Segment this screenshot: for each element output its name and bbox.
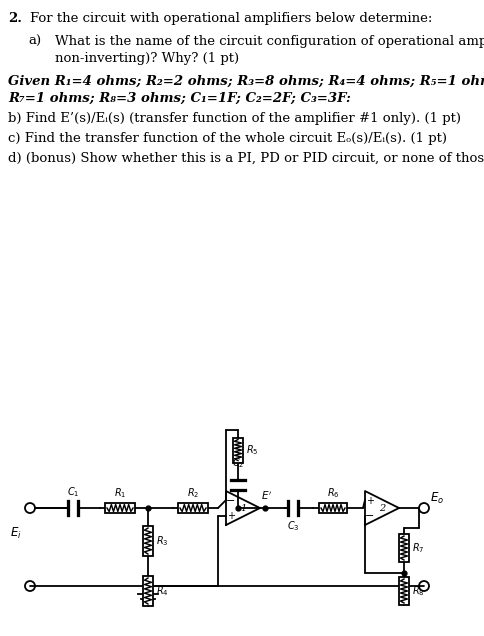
- Text: 2: 2: [379, 504, 385, 513]
- Text: Given R₁=4 ohms; R₂=2 ohms; R₃=8 ohms; R₄=4 ohms; R₅=1 ohms; R₆=2 ohms;: Given R₁=4 ohms; R₂=2 ohms; R₃=8 ohms; R…: [8, 75, 484, 88]
- Text: +: +: [227, 511, 235, 520]
- Text: $R_4$: $R_4$: [156, 584, 168, 598]
- Text: $C_2$: $C_2$: [232, 456, 244, 470]
- Bar: [233, 438, 243, 462]
- Text: $C_3$: $C_3$: [287, 519, 299, 533]
- Text: −: −: [365, 511, 375, 520]
- Bar: [319, 503, 347, 513]
- Text: $R_7$: $R_7$: [412, 541, 424, 555]
- Text: $R_3$: $R_3$: [156, 534, 168, 548]
- Text: $E_i$: $E_i$: [10, 525, 22, 541]
- Text: $R_2$: $R_2$: [187, 486, 199, 500]
- Text: non-inverting)? Why? (1 pt): non-inverting)? Why? (1 pt): [55, 52, 239, 65]
- Text: +: +: [366, 495, 374, 506]
- Text: a): a): [28, 35, 41, 48]
- Text: $C_1$: $C_1$: [67, 485, 79, 499]
- Bar: [143, 576, 153, 606]
- Text: b) Find E’(s)/Eᵢ(s) (transfer function of the amplifier #1 only). (1 pt): b) Find E’(s)/Eᵢ(s) (transfer function o…: [8, 112, 461, 125]
- Bar: [399, 577, 409, 605]
- Text: d) (bonus) Show whether this is a PI, PD or PID circuit, or none of those. (1 pt: d) (bonus) Show whether this is a PI, PD…: [8, 152, 484, 165]
- Text: What is the name of the circuit configuration of operational amplifier #2 (inver: What is the name of the circuit configur…: [55, 35, 484, 48]
- Text: $R_8$: $R_8$: [412, 584, 424, 598]
- Text: 1: 1: [240, 504, 246, 513]
- Text: $E'$: $E'$: [261, 490, 272, 502]
- Text: $R_6$: $R_6$: [327, 486, 339, 500]
- Text: 2.: 2.: [8, 12, 22, 25]
- Text: c) Find the transfer function of the whole circuit Eₒ(s)/Eᵢ(s). (1 pt): c) Find the transfer function of the who…: [8, 132, 447, 145]
- Text: R₇=1 ohms; R₈=3 ohms; C₁=1F; C₂=2F; C₃=3F:: R₇=1 ohms; R₈=3 ohms; C₁=1F; C₂=2F; C₃=3…: [8, 92, 351, 105]
- Text: $R_1$: $R_1$: [114, 486, 126, 500]
- Text: $R_5$: $R_5$: [246, 443, 258, 457]
- Bar: [143, 526, 153, 556]
- Text: For the circuit with operational amplifiers below determine:: For the circuit with operational amplifi…: [30, 12, 432, 25]
- Bar: [399, 534, 409, 562]
- Text: $E_o$: $E_o$: [430, 490, 444, 506]
- Bar: [105, 503, 135, 513]
- Text: −: −: [227, 495, 236, 506]
- Bar: [178, 503, 208, 513]
